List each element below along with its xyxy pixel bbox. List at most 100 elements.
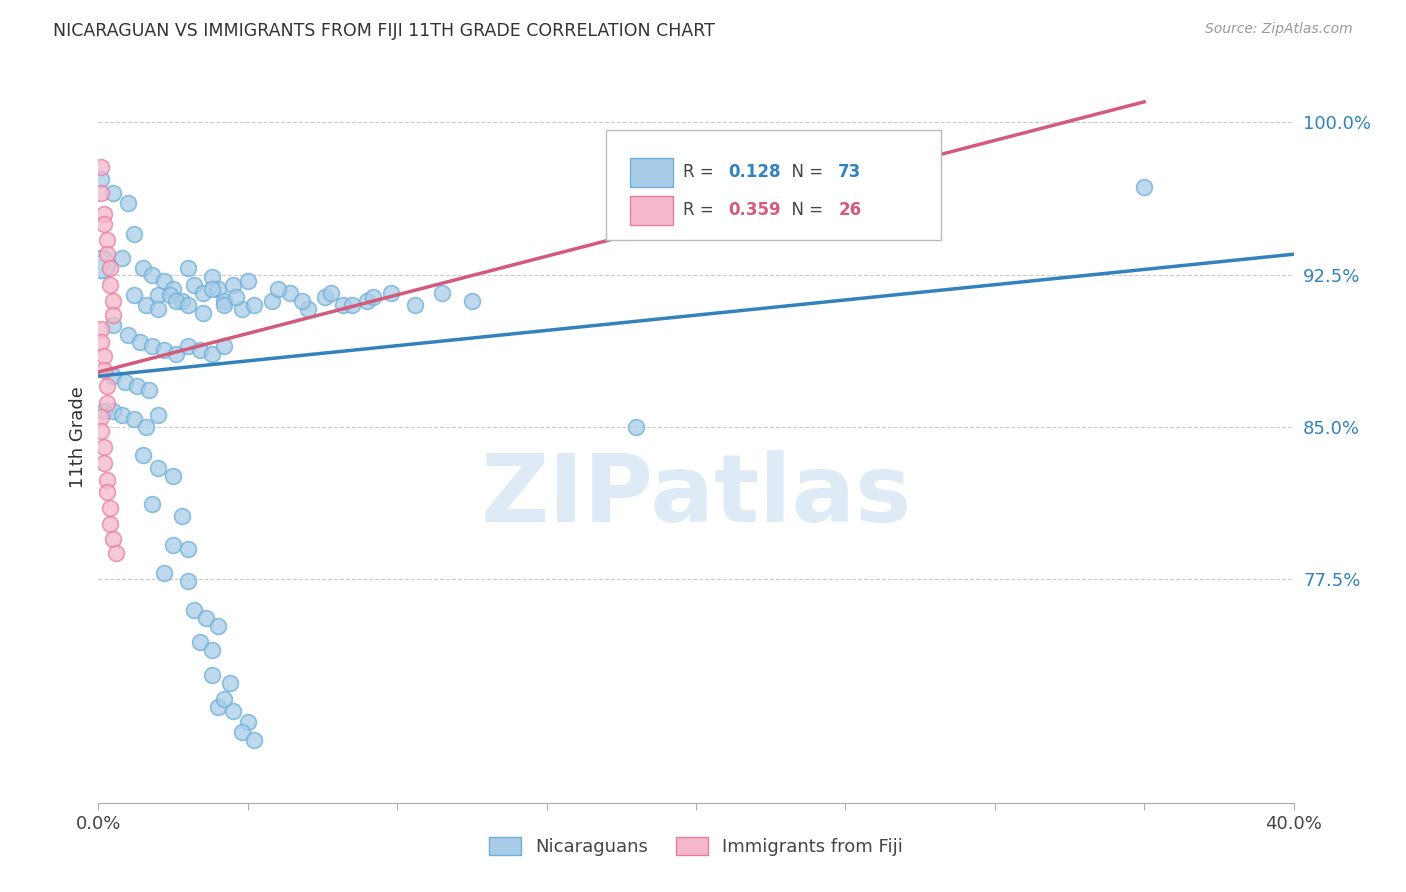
Point	[231, 301, 253, 316]
Point	[243, 732, 266, 747]
Point	[191, 285, 214, 300]
Point	[153, 343, 176, 357]
Point	[103, 318, 125, 333]
Legend: Nicaraguans, Immigrants from Fiji: Nicaraguans, Immigrants from Fiji	[481, 830, 911, 863]
Point	[207, 282, 229, 296]
Point	[114, 375, 136, 389]
Point	[222, 704, 245, 718]
Point	[93, 217, 115, 231]
Point	[191, 306, 214, 320]
Point	[278, 285, 301, 300]
Point	[236, 714, 259, 729]
Point	[124, 411, 146, 425]
Point	[162, 282, 184, 296]
Point	[177, 261, 200, 276]
Point	[1133, 180, 1156, 194]
Point	[177, 338, 200, 352]
Point	[212, 338, 235, 352]
Point	[132, 261, 155, 276]
Point	[90, 186, 112, 201]
Point	[93, 349, 115, 363]
Point	[188, 343, 211, 357]
Point	[177, 574, 200, 589]
Point	[90, 409, 112, 424]
Point	[111, 408, 134, 422]
Point	[98, 517, 122, 532]
Point	[90, 160, 112, 174]
Point	[103, 293, 125, 308]
Point	[207, 700, 229, 714]
Point	[103, 186, 125, 201]
Point	[132, 448, 155, 462]
Point	[148, 301, 170, 316]
Point	[127, 379, 149, 393]
Point	[135, 298, 157, 312]
Point	[111, 252, 134, 266]
Point	[117, 328, 139, 343]
Point	[141, 268, 163, 282]
Text: 0.359: 0.359	[728, 202, 780, 219]
Point	[148, 408, 170, 422]
Point	[212, 293, 235, 308]
Point	[93, 403, 115, 417]
Point	[103, 403, 125, 417]
Point	[332, 298, 354, 312]
Point	[201, 282, 224, 296]
Point	[103, 308, 125, 322]
Point	[201, 667, 224, 681]
Point	[96, 247, 118, 261]
Point	[177, 541, 200, 556]
Point	[105, 546, 128, 560]
Point	[243, 298, 266, 312]
Point	[148, 460, 170, 475]
Point	[267, 282, 290, 296]
Point	[93, 440, 115, 454]
Point	[141, 497, 163, 511]
Point	[172, 293, 194, 308]
Point	[96, 233, 118, 247]
FancyBboxPatch shape	[606, 130, 941, 240]
Point	[159, 288, 181, 302]
Point	[124, 227, 146, 241]
Point	[96, 395, 118, 409]
Point	[212, 692, 235, 706]
Point	[201, 643, 224, 657]
Point	[356, 293, 378, 308]
Point	[219, 676, 242, 690]
Point	[212, 298, 235, 312]
Point	[162, 538, 184, 552]
Point	[98, 261, 122, 276]
Point	[291, 293, 314, 308]
Point	[90, 257, 112, 271]
Point	[342, 298, 364, 312]
Point	[183, 603, 205, 617]
Point	[124, 288, 146, 302]
Text: R =: R =	[683, 163, 718, 181]
Point	[138, 384, 160, 398]
Point	[90, 322, 112, 336]
Point	[165, 293, 187, 308]
Point	[117, 196, 139, 211]
Point	[93, 206, 115, 220]
Point	[162, 468, 184, 483]
Text: Source: ZipAtlas.com: Source: ZipAtlas.com	[1205, 22, 1353, 37]
Text: 0.128: 0.128	[728, 163, 780, 181]
Point	[153, 566, 176, 581]
FancyBboxPatch shape	[630, 158, 673, 187]
Point	[225, 290, 247, 304]
Point	[430, 285, 453, 300]
Point	[129, 334, 152, 349]
Point	[93, 457, 115, 471]
Point	[98, 501, 122, 516]
Y-axis label: 11th Grade: 11th Grade	[69, 386, 87, 488]
Point	[363, 290, 385, 304]
Point	[177, 298, 200, 312]
Point	[321, 285, 343, 300]
Point	[195, 611, 218, 625]
Point	[222, 277, 245, 292]
Point	[260, 293, 283, 308]
FancyBboxPatch shape	[630, 195, 673, 225]
Point	[626, 420, 648, 434]
Point	[96, 473, 118, 487]
Point	[404, 298, 426, 312]
